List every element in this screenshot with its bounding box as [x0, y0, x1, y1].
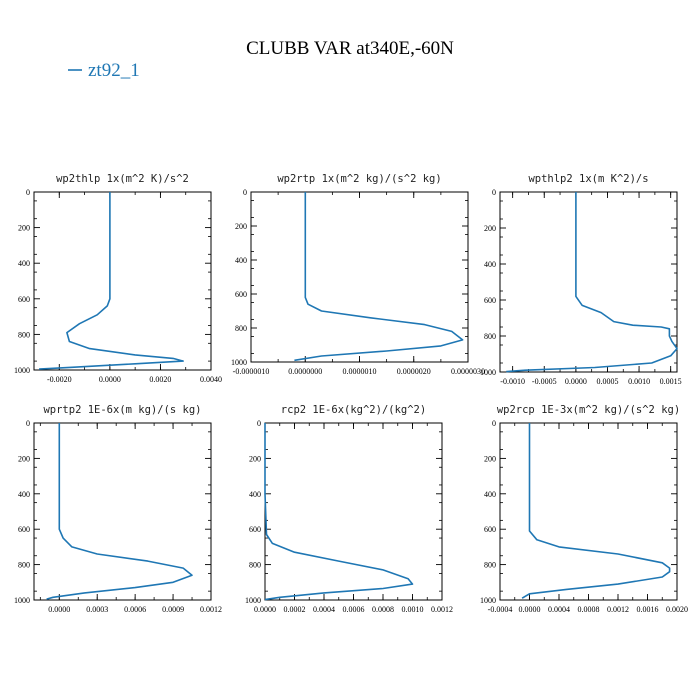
plot-frame — [250, 191, 469, 363]
y-tick-label: 400 — [18, 259, 30, 268]
x-tick-label: 0.0008 — [372, 605, 394, 614]
x-tick-label: 0.0006 — [124, 605, 146, 614]
x-tick-label: 0.0004 — [313, 605, 335, 614]
y-tick-label: 800 — [18, 330, 30, 339]
x-tick-label: 0.0000030 — [451, 367, 485, 376]
panel-title: wprtp2 1E-6x(m kg)/(s kg) — [43, 404, 201, 416]
y-tick-label: 200 — [235, 222, 247, 231]
series-line-zt92_1 — [264, 423, 414, 601]
panel-5: rcp2 1E-6x(kg^2)/(kg^2) 0 200 400 600 800 1000… — [245, 404, 453, 614]
y-tick-label: 1000 — [14, 366, 30, 375]
x-tick-label: 0.0012 — [431, 605, 453, 614]
figure-title: CLUBB VAR at340E,-60N — [246, 38, 454, 59]
x-tick-label: 0.0010 — [628, 377, 650, 386]
x-tick-label: 0.0000 — [48, 605, 70, 614]
x-tick-label: 0.0000 — [565, 377, 587, 386]
x-tick-label: 0.0000 — [99, 375, 121, 384]
y-tick-label: 0 — [26, 188, 30, 197]
series-line-zt92_1 — [46, 423, 193, 600]
x-tick-label: 0.0015 — [660, 377, 682, 386]
x-tick-label: -0.0020 — [47, 375, 72, 384]
x-tick-label: 0.0020 — [149, 375, 171, 384]
y-tick-label: 600 — [249, 525, 261, 534]
x-tick-label: 0.0009 — [162, 605, 184, 614]
panel-2: wp2rtp 1x(m^2 kg)/(s^2 kg) 0 200 400 600 800 1… — [231, 173, 485, 376]
panel-title: wp2rcp 1E-3x(m^2 kg)/(s^2 kg) — [497, 404, 680, 416]
y-tick-label: 1000 — [480, 368, 496, 377]
y-tick-label: 400 — [18, 490, 30, 499]
y-tick-label: 600 — [18, 295, 30, 304]
y-tick-label: 800 — [249, 561, 261, 570]
y-tick-label: 1000 — [231, 358, 247, 367]
y-tick-label: 800 — [484, 561, 496, 570]
x-tick-label: 0.0000 — [519, 605, 541, 614]
series-line-zt92_1 — [39, 192, 184, 370]
x-tick-label: 0.0005 — [596, 377, 618, 386]
series-line-zt92_1 — [521, 423, 671, 599]
y-tick-label: 400 — [484, 260, 496, 269]
y-tick-label: 800 — [484, 332, 496, 341]
y-tick-label: 0 — [243, 188, 247, 197]
y-tick-label: 1000 — [245, 596, 261, 605]
panel-title: wp2rtp 1x(m^2 kg)/(s^2 kg) — [277, 173, 441, 185]
x-tick-label: 0.0000000 — [288, 367, 322, 376]
x-tick-label: -0.0004 — [488, 605, 513, 614]
x-tick-label: 0.0040 — [200, 375, 222, 384]
y-tick-label: 200 — [249, 454, 261, 463]
panel-title: wp2thlp 1x(m^2 K)/s^2 — [56, 173, 189, 185]
x-tick-label: -0.0005 — [532, 377, 557, 386]
x-tick-label: 0.0012 — [607, 605, 629, 614]
y-tick-label: 1000 — [14, 596, 30, 605]
x-tick-label: 0.0000020 — [397, 367, 431, 376]
x-tick-label: 0.0010 — [402, 605, 424, 614]
x-tick-label: 0.0002 — [284, 605, 306, 614]
y-tick-label: 200 — [484, 454, 496, 463]
y-tick-label: 600 — [18, 525, 30, 534]
y-tick-label: 200 — [484, 224, 496, 233]
panel-4: wprtp2 1E-6x(m kg)/(s kg) 0 200 400 600 800 10… — [14, 404, 222, 614]
y-tick-label: 1000 — [480, 596, 496, 605]
panel-title: wpthlp2 1x(m K^2)/s — [528, 173, 648, 185]
y-tick-label: 200 — [18, 454, 30, 463]
panel-6: wp2rcp 1E-3x(m^2 kg)/(s^2 kg)0 200 400 600 8… — [480, 404, 688, 614]
legend-label: zt92_1 — [88, 60, 140, 81]
plot-frame — [499, 191, 678, 373]
x-tick-label: 0.0000 — [254, 605, 276, 614]
y-tick-label: 800 — [18, 561, 30, 570]
panel-1: wp2thlp 1x(m^2 K)/s^2 0 200 400 600 800 1000 -0… — [14, 173, 222, 384]
plot-frame — [499, 422, 678, 601]
y-tick-label: 400 — [235, 256, 247, 265]
x-tick-label: -0.0010 — [500, 377, 525, 386]
x-tick-label: 0.0020 — [666, 605, 688, 614]
plot-frame — [33, 422, 212, 601]
x-tick-label: 0.0003 — [86, 605, 108, 614]
y-tick-label: 0 — [26, 419, 30, 428]
panels: wp2thlp 1x(m^2 K)/s^202004006008001000-0… — [14, 173, 688, 614]
x-tick-label: 0.0004 — [548, 605, 570, 614]
y-tick-label: 600 — [235, 290, 247, 299]
y-tick-label: 600 — [484, 296, 496, 305]
y-tick-label: 0 — [492, 419, 496, 428]
y-tick-label: 400 — [484, 490, 496, 499]
x-tick-label: 0.0000010 — [343, 367, 377, 376]
y-tick-label: 0 — [257, 419, 261, 428]
series-line-zt92_1 — [506, 192, 678, 373]
y-tick-label: 800 — [235, 324, 247, 333]
x-tick-label: 0.0016 — [637, 605, 659, 614]
plot-frame — [33, 191, 212, 371]
x-tick-label: 0.0008 — [578, 605, 600, 614]
x-tick-label: -0.0000010 — [233, 367, 270, 376]
x-tick-label: 0.0012 — [200, 605, 222, 614]
panel-title: rcp2 1E-6x(kg^2)/(kg^2) — [281, 404, 426, 416]
panel-3: wpthlp2 1x(m K^2)/s 0 200 400 600 800 1000 -0.0… — [480, 173, 682, 386]
y-tick-label: 400 — [249, 490, 261, 499]
y-tick-label: 200 — [18, 224, 30, 233]
y-tick-label: 0 — [492, 188, 496, 197]
plot-frame — [264, 422, 443, 601]
x-tick-label: 0.0006 — [343, 605, 365, 614]
y-tick-label: 600 — [484, 525, 496, 534]
series-line-zt92_1 — [294, 192, 464, 362]
